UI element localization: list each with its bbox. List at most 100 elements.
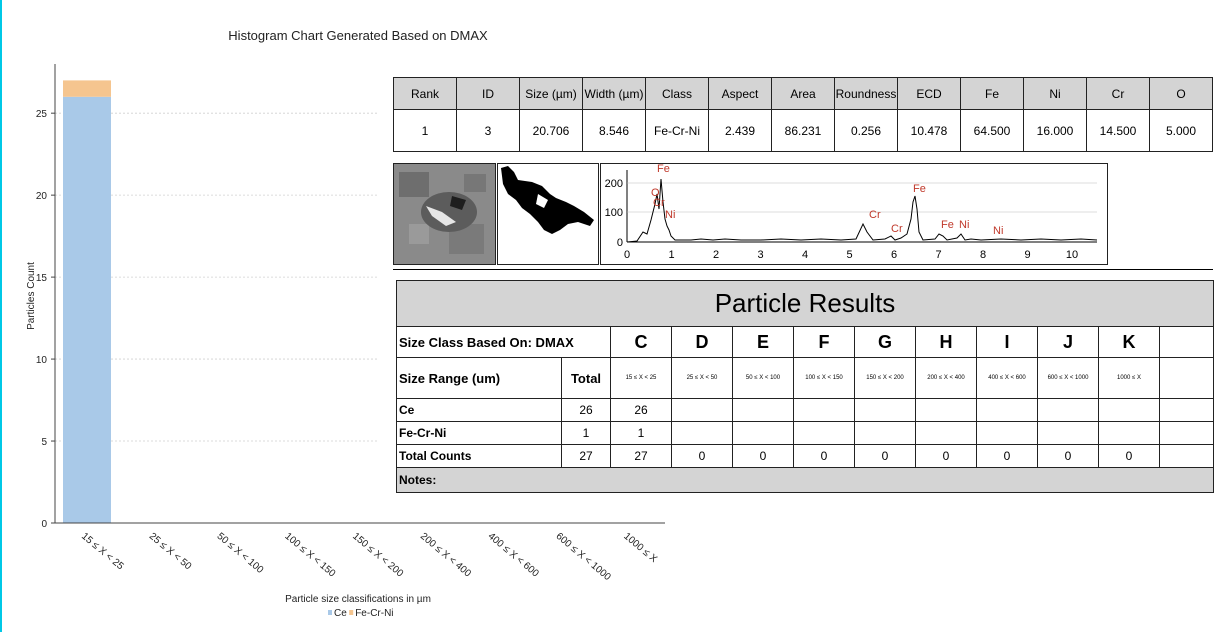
y-tick-label: 25 bbox=[36, 109, 48, 120]
spectrum-peak-label: Ni bbox=[993, 225, 1003, 237]
spectrum-line bbox=[626, 178, 1098, 243]
particle-table-header: Area bbox=[771, 77, 835, 110]
results-count-cell bbox=[732, 398, 794, 422]
window-edge bbox=[0, 0, 2, 632]
results-count-cell: 0 bbox=[793, 444, 855, 468]
results-body: Ce 26 26 Fe-Cr-Ni 1 1 Total Counts 27 27 0 0 0 0 0 0 0 0 bbox=[396, 398, 1214, 468]
empty-cell bbox=[1159, 421, 1214, 445]
results-count-cell: 26 bbox=[610, 398, 672, 422]
results-count-cell bbox=[976, 421, 1038, 445]
class-range: 25 ≤ X < 50 bbox=[671, 357, 733, 399]
legend-label: Fe-Cr-Ni bbox=[355, 608, 393, 619]
results-row-label: Total Counts bbox=[396, 444, 562, 468]
y-tick-label: 5 bbox=[41, 437, 47, 448]
results-count-cell bbox=[976, 398, 1038, 422]
particle-table-cell: 86.231 bbox=[771, 109, 835, 152]
spectrum-xtick: 9 bbox=[1024, 249, 1030, 261]
x-tick-label: 1000 ≤ X bbox=[621, 531, 659, 565]
particle-table-cell: 5.000 bbox=[1149, 109, 1213, 152]
class-range: 200 ≤ X < 400 bbox=[915, 357, 977, 399]
particle-table-header: ID bbox=[456, 77, 520, 110]
notes-label: Notes: bbox=[396, 467, 1214, 493]
x-tick-label: 100 ≤ X < 150 bbox=[282, 531, 337, 580]
particle-details-table: Rank ID Size (µm) Width (µm) Class Aspect Area… bbox=[393, 77, 1213, 152]
particle-table-header: Fe bbox=[960, 77, 1024, 110]
histogram-chart: Histogram Chart Generated Based on DMAX … bbox=[26, 28, 665, 619]
total-label: Total bbox=[561, 357, 611, 399]
spectrum-peak-label: Ni bbox=[665, 209, 675, 221]
particle-table-cell: 1 bbox=[393, 109, 457, 152]
results-row: Ce 26 26 bbox=[396, 398, 1214, 422]
y-tick-label: 20 bbox=[36, 191, 48, 202]
spectrum-xtick: 2 bbox=[713, 249, 719, 261]
size-range-label: Size Range (um) bbox=[396, 357, 562, 399]
spectrum-xtick: 10 bbox=[1066, 249, 1078, 261]
spectrum-peak-label: Cr bbox=[891, 223, 903, 235]
particle-table-header: O bbox=[1149, 77, 1213, 110]
chart-legend: Ce Fe-Cr-Ni bbox=[328, 608, 394, 619]
section-divider bbox=[393, 269, 1213, 270]
particle-results-table: Particle Results Size Class Based On: DM… bbox=[396, 280, 1214, 493]
class-range: 15 ≤ X < 25 bbox=[610, 357, 672, 399]
class-range: 150 ≤ X < 200 bbox=[854, 357, 916, 399]
results-count-cell bbox=[854, 398, 916, 422]
empty-cell bbox=[1159, 398, 1214, 422]
results-count-cell bbox=[793, 421, 855, 445]
legend-swatch bbox=[349, 610, 354, 615]
y-axis-label: Particles Count bbox=[26, 262, 37, 330]
y-tick-labels: 0 5 10 15 20 25 bbox=[36, 109, 55, 530]
particle-sem-image bbox=[393, 163, 496, 265]
spectrum-xticks: 0 1 2 3 4 5 6 7 8 9 10 bbox=[624, 249, 1078, 261]
results-count-cell bbox=[854, 421, 916, 445]
class-letter: C bbox=[610, 326, 672, 358]
results-count-cell bbox=[671, 421, 733, 445]
spectrum-peak-label: Fe bbox=[657, 164, 670, 175]
results-count-cell bbox=[1037, 398, 1099, 422]
bar-ce bbox=[63, 96, 111, 524]
results-row: Fe-Cr-Ni 1 1 bbox=[396, 421, 1214, 445]
x-tick-label: 25 ≤ X < 50 bbox=[147, 531, 194, 573]
y-tick-label: 15 bbox=[36, 273, 48, 284]
class-range: 50 ≤ X < 100 bbox=[732, 357, 794, 399]
x-tick-label: 200 ≤ X < 400 bbox=[418, 531, 473, 580]
particle-table-header-row: Rank ID Size (µm) Width (µm) Class Aspect Area… bbox=[393, 77, 1213, 110]
spectrum-xtick: 8 bbox=[980, 249, 986, 261]
class-letter: H bbox=[915, 326, 977, 358]
chart-title: Histogram Chart Generated Based on DMAX bbox=[228, 28, 488, 43]
class-letter: D bbox=[671, 326, 733, 358]
particle-table-header: Aspect bbox=[708, 77, 772, 110]
results-count-cell: 0 bbox=[1098, 444, 1160, 468]
results-count-cell: 27 bbox=[610, 444, 672, 468]
spectrum-xtick: 1 bbox=[668, 249, 674, 261]
empty-cell bbox=[1159, 326, 1214, 358]
class-letter: F bbox=[793, 326, 855, 358]
results-row-total: 26 bbox=[561, 398, 611, 422]
sem-image-render bbox=[394, 164, 495, 264]
spectrum-peak-label: Fe bbox=[913, 183, 926, 195]
class-range-row: Size Range (um) Total 15 ≤ X < 25 25 ≤ X … bbox=[396, 357, 1214, 399]
spectrum-ytick: 100 bbox=[605, 207, 623, 219]
class-range: 400 ≤ X < 600 bbox=[976, 357, 1038, 399]
class-letter: E bbox=[732, 326, 794, 358]
results-title: Particle Results bbox=[396, 280, 1214, 327]
spectrum-xtick: 3 bbox=[757, 249, 763, 261]
x-tick-label: 600 ≤ X < 1000 bbox=[554, 531, 614, 583]
class-letter: K bbox=[1098, 326, 1160, 358]
class-range: 600 ≤ X < 1000 bbox=[1037, 357, 1099, 399]
results-count-cell: 0 bbox=[732, 444, 794, 468]
particle-table-header: Roundness bbox=[834, 77, 898, 110]
results-count-cell bbox=[1098, 398, 1160, 422]
x-tick-label: 150 ≤ X < 200 bbox=[350, 531, 405, 580]
bar-fe-cr-ni bbox=[63, 80, 111, 97]
x-tick-labels: 15 ≤ X < 25 25 ≤ X < 50 50 ≤ X < 100 100 ≤ … bbox=[79, 531, 659, 583]
results-count-cell bbox=[671, 398, 733, 422]
class-range: 100 ≤ X < 150 bbox=[793, 357, 855, 399]
results-count-cell bbox=[793, 398, 855, 422]
spectrum-peak-label: Cr bbox=[653, 197, 665, 209]
y-tick-label: 0 bbox=[41, 519, 47, 530]
class-letter: I bbox=[976, 326, 1038, 358]
particle-table-cell: Fe-Cr-Ni bbox=[645, 109, 709, 152]
particle-table-cell: 64.500 bbox=[960, 109, 1024, 152]
results-row-label: Fe-Cr-Ni bbox=[396, 421, 562, 445]
